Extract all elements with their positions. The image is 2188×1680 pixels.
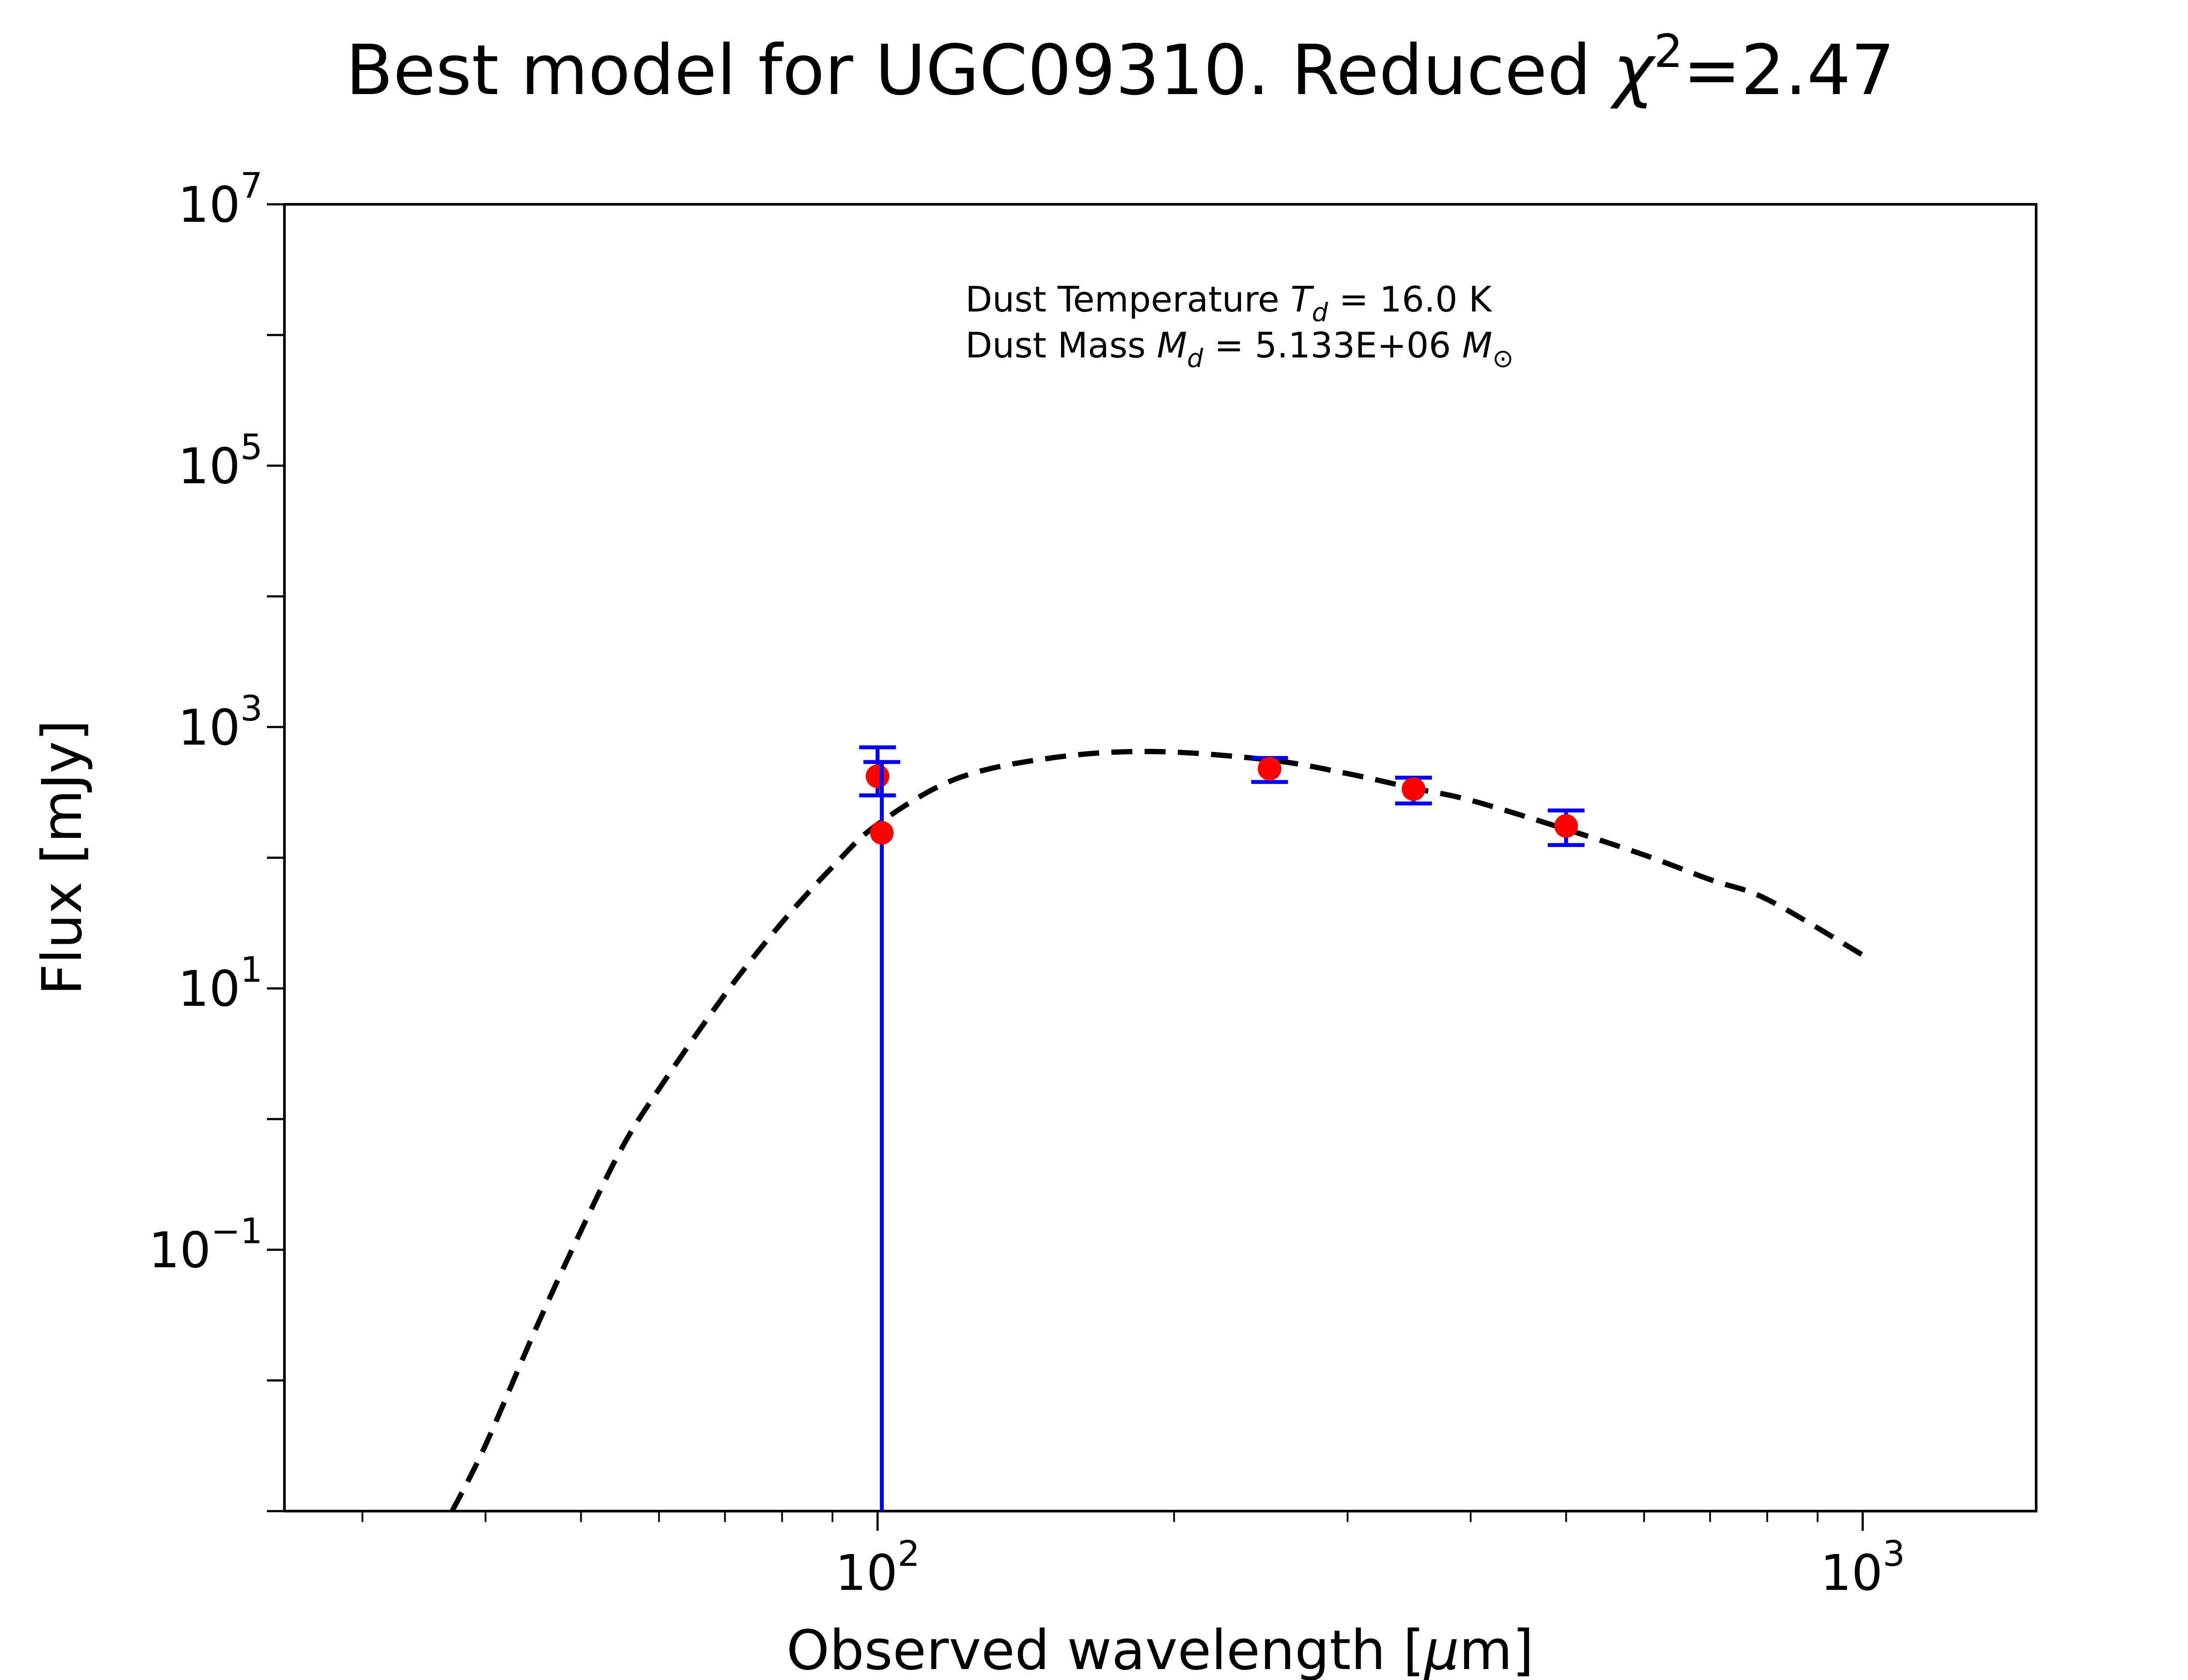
annot2-subscript: d (1187, 343, 1204, 373)
annot2-middle: = 5.133E+06 (1203, 325, 1462, 366)
title-prefix: Best model for UGC09310. Reduced (346, 30, 1613, 111)
annot1-subscript: d (1312, 298, 1329, 327)
y-tick-label: 105 (178, 427, 263, 495)
data-point (1258, 757, 1282, 781)
y-tick-label: 103 (178, 688, 263, 756)
y-axis-ticks: 10−1 101 103 105 107 (149, 165, 284, 1512)
xlabel-prefix: Observed wavelength [ (786, 1619, 1424, 1680)
observed-point-group (863, 760, 901, 1511)
xlabel-suffix: m] (1459, 1619, 1534, 1680)
observed-point-group (1395, 775, 1432, 806)
annot2-symbol: M (1157, 325, 1187, 366)
model-curve (449, 749, 1864, 1512)
data-point (870, 821, 894, 845)
annot2-prefix: Dust Mass (965, 325, 1157, 366)
annot1-suffix: = 16.0 K (1328, 279, 1493, 320)
y-tick-label: 107 (178, 165, 263, 234)
observed-point-group (1251, 756, 1288, 784)
annot2-unit-symbol: M (1462, 325, 1492, 366)
dust-temperature-annotation: Dust Temperature Td = 16.0 K (965, 279, 1493, 327)
x-tick-label: 102 (835, 1533, 920, 1602)
title-suffix: =2.47 (1683, 30, 1895, 111)
x-axis-label: Observed wavelength [μm] (786, 1619, 1534, 1680)
annot1-prefix: Dust Temperature (965, 279, 1290, 320)
y-axis-label: Flux [mJy] (31, 720, 94, 995)
chart-title: Best model for UGC09310. Reduced χ2=2.47 (346, 24, 1895, 111)
data-point (1402, 777, 1426, 801)
y-tick-label: 10−1 (149, 1211, 263, 1279)
observed-point-group (1547, 808, 1585, 847)
data-point (1554, 814, 1578, 838)
xlabel-mu: μ (1424, 1619, 1459, 1680)
observed-data-series (859, 745, 1585, 1511)
observed-point-group (859, 745, 896, 798)
annot2-unit-subscript: ⊙ (1492, 343, 1514, 373)
x-tick-label: 103 (1820, 1533, 1905, 1602)
plot-area-frame (283, 203, 2037, 1512)
y-tick-label: 101 (178, 949, 263, 1018)
x-axis-ticks: 102 103 (361, 1511, 1905, 1602)
dust-mass-annotation: Dust Mass Md = 5.133E+06 M⊙ (965, 325, 1514, 373)
annot1-symbol: T (1290, 279, 1315, 320)
title-chi-exponent: 2 (1654, 24, 1683, 78)
data-point (866, 764, 890, 788)
title-chi-symbol: χ (1609, 30, 1656, 111)
